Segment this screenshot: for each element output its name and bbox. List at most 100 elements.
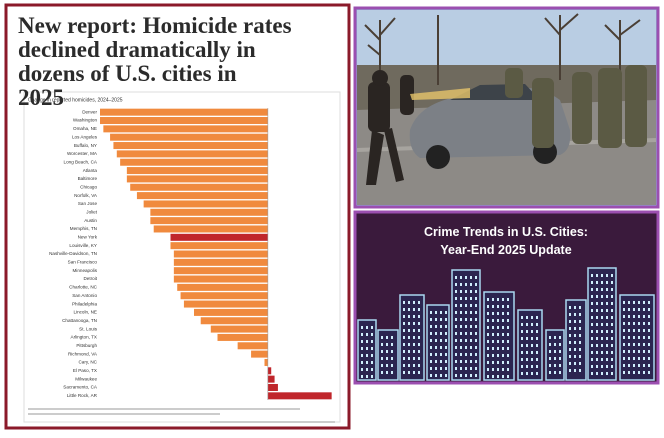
y-tick-label: Omaha, NE — [73, 126, 97, 131]
window — [408, 350, 410, 353]
bar — [264, 358, 268, 366]
window — [465, 346, 467, 349]
window — [475, 374, 477, 377]
window — [638, 322, 640, 325]
window — [403, 364, 405, 367]
window — [502, 326, 504, 329]
y-tick-label: Denver — [82, 109, 97, 114]
bar — [126, 167, 268, 175]
window — [526, 358, 528, 361]
window — [465, 353, 467, 356]
window — [460, 360, 462, 363]
window — [521, 323, 523, 326]
window — [470, 297, 472, 300]
window — [601, 372, 603, 375]
window — [445, 318, 447, 321]
window — [492, 361, 494, 364]
window — [606, 281, 608, 284]
window — [643, 364, 645, 367]
window — [470, 276, 472, 279]
window — [606, 323, 608, 326]
window — [435, 325, 437, 328]
window — [408, 301, 410, 304]
window — [475, 332, 477, 335]
window — [633, 336, 635, 339]
window — [521, 330, 523, 333]
window — [596, 323, 598, 326]
window — [521, 344, 523, 347]
news-photo — [353, 6, 660, 209]
window — [601, 337, 603, 340]
y-tick-label: St. Louis — [79, 326, 98, 331]
footnote — [28, 408, 335, 423]
y-tick-label: Long Beach, CA — [64, 159, 98, 164]
window — [633, 371, 635, 374]
window — [386, 371, 388, 374]
window — [371, 361, 373, 364]
y-tick-label: Philadelphia — [72, 301, 97, 306]
window — [623, 336, 625, 339]
window — [455, 325, 457, 328]
window — [371, 347, 373, 350]
window — [465, 332, 467, 335]
bar — [126, 175, 268, 183]
window — [455, 318, 457, 321]
y-tick-label: Joliet — [86, 210, 97, 215]
window — [371, 326, 373, 329]
window — [611, 316, 613, 319]
window — [460, 346, 462, 349]
window — [455, 283, 457, 286]
window — [492, 333, 494, 336]
window — [623, 301, 625, 304]
window — [470, 318, 472, 321]
window — [559, 364, 561, 367]
window — [601, 302, 603, 305]
y-tick-label: Little Rock, AR — [67, 393, 98, 398]
window — [611, 288, 613, 291]
window — [391, 371, 393, 374]
window — [638, 336, 640, 339]
bar — [103, 125, 268, 133]
window — [430, 360, 432, 363]
window — [455, 367, 457, 370]
window — [460, 318, 462, 321]
window — [361, 361, 363, 364]
window — [569, 369, 571, 372]
window — [413, 357, 415, 360]
window — [628, 315, 630, 318]
window — [633, 343, 635, 346]
window — [413, 315, 415, 318]
y-tick-label: Austin — [84, 218, 97, 223]
window — [403, 301, 405, 304]
bar — [173, 258, 268, 266]
window — [633, 329, 635, 332]
window — [418, 364, 420, 367]
window — [648, 301, 650, 304]
bar — [180, 292, 268, 300]
window — [536, 337, 538, 340]
window — [591, 358, 593, 361]
window — [554, 364, 556, 367]
window — [596, 309, 598, 312]
window — [497, 354, 499, 357]
window — [643, 301, 645, 304]
window — [497, 305, 499, 308]
window — [408, 322, 410, 325]
window — [361, 347, 363, 350]
window — [418, 308, 420, 311]
window — [596, 344, 598, 347]
y-tick-label: Chattanooga, TN — [62, 318, 97, 323]
window — [574, 306, 576, 309]
bar — [136, 192, 268, 200]
window — [386, 336, 388, 339]
window — [435, 311, 437, 314]
window — [507, 361, 509, 364]
window — [601, 295, 603, 298]
window — [507, 333, 509, 336]
window — [611, 365, 613, 368]
window — [536, 372, 538, 375]
window — [430, 318, 432, 321]
window — [569, 327, 571, 330]
window — [455, 374, 457, 377]
y-tick-label: Charlotte, NC — [69, 285, 98, 290]
